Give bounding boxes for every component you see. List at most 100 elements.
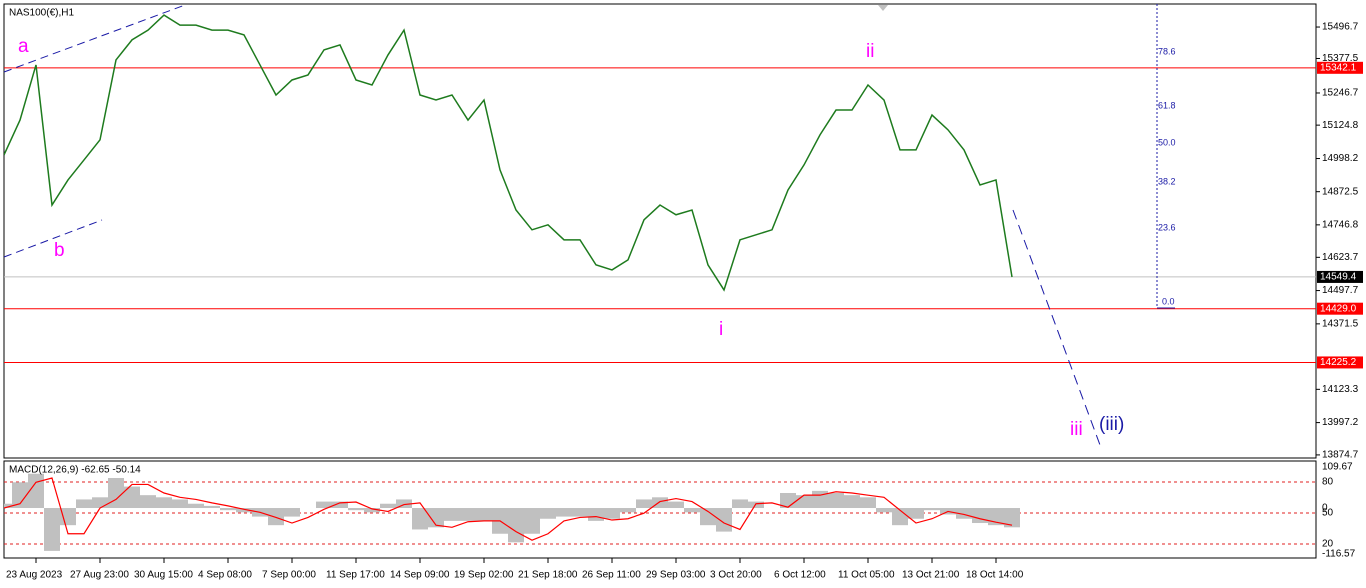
macd-bar: [4, 503, 12, 509]
macd-bar: [92, 497, 108, 509]
level-label-box: [1317, 270, 1363, 283]
macd-bar: [60, 508, 76, 526]
macd-bar: [364, 508, 380, 513]
y-tick-label: 13874.7: [1322, 450, 1359, 461]
macd-bar: [12, 482, 28, 509]
macd-bar: [716, 508, 732, 532]
macd-bar: [572, 508, 588, 517]
x-tick-label: 18 Oct 14:00: [966, 570, 1024, 581]
macd-bar: [1004, 508, 1020, 528]
chart-title: NAS100(€),H1: [9, 8, 74, 19]
macd-bar: [108, 478, 124, 509]
y2-tick-label: 50: [1322, 508, 1334, 519]
macd-bar: [172, 499, 188, 509]
macd-bar: [684, 508, 700, 513]
macd-bar: [508, 508, 524, 543]
fib-label: 23.6: [1158, 222, 1176, 232]
x-tick-label: 4 Sep 08:00: [198, 570, 252, 581]
x-tick-label: 23 Aug 2023: [6, 570, 63, 581]
projection-line: [1012, 209, 1101, 446]
macd-bar: [268, 508, 284, 526]
macd-bar: [636, 499, 652, 509]
macd-bar: [700, 508, 716, 526]
trend-line: [3, 219, 103, 258]
macd-bar: [76, 499, 92, 509]
macd-bar: [124, 486, 140, 509]
macd-bar: [284, 508, 300, 517]
signal-line: [4, 477, 1013, 541]
wave-label: i: [719, 319, 723, 340]
y-tick-label: 15124.8: [1322, 120, 1359, 131]
level-label: 14549.4: [1320, 272, 1357, 283]
price-line: [4, 14, 1013, 292]
fib-label: 38.2: [1158, 176, 1176, 186]
y2-tick-label: 20: [1322, 539, 1334, 550]
macd-bar: [156, 497, 172, 509]
fib-label: 78.6: [1158, 46, 1176, 56]
macd-bar: [796, 495, 812, 509]
x-tick-label: 6 Oct 12:00: [774, 570, 826, 581]
x-tick-label: 21 Sep 18:00: [518, 570, 578, 581]
level-label: 14429.0: [1320, 303, 1357, 314]
y-tick-label: 15377.5: [1322, 53, 1359, 64]
macd-bar: [860, 497, 876, 509]
price-series: [4, 14, 1013, 292]
x-tick-label: 26 Sep 11:00: [582, 570, 641, 581]
wave-label: a: [18, 36, 29, 57]
macd-bar: [924, 508, 940, 511]
wave-label: ii: [866, 41, 874, 62]
y-tick-label: 109.67: [1322, 462, 1353, 473]
level-label-box: [1317, 356, 1363, 369]
macd-bar: [556, 508, 572, 517]
macd-bar: [44, 508, 60, 551]
y-tick-label: 14497.7: [1322, 285, 1359, 296]
y-tick-label: 15246.7: [1322, 88, 1359, 99]
macd-bar: [956, 508, 972, 519]
level-label-box: [1317, 302, 1363, 315]
macd-series: [4, 473, 1020, 551]
macd-bar: [908, 508, 924, 519]
macd-bar: [972, 508, 988, 524]
macd-bar: [844, 495, 860, 509]
macd-bar: [380, 503, 396, 509]
macd-bar: [412, 508, 428, 530]
macd-bar: [892, 508, 908, 526]
macd-bar: [460, 508, 476, 521]
macd-panel: [3, 460, 1317, 559]
y-tick-label: 14872.5: [1322, 186, 1359, 197]
macd-bar: [236, 508, 252, 513]
macd-bar: [732, 499, 748, 509]
macd-bar: [28, 473, 44, 509]
x-tick-label: 27 Aug 23:00: [70, 570, 129, 581]
macd-bar: [316, 501, 332, 509]
shift-marker: [878, 5, 888, 11]
level-label: 15342.1: [1320, 62, 1357, 73]
indicator-title: MACD(12,26,9) -62.65 -50.14: [9, 465, 141, 476]
y-tick-label: 0: [1322, 503, 1328, 514]
macd-bar: [220, 508, 236, 511]
x-tick-label: 29 Sep 03:00: [646, 570, 706, 581]
y-tick-label: 14746.8: [1322, 219, 1359, 230]
x-tick-label: 11 Sep 17:00: [326, 570, 385, 581]
macd-bar: [204, 505, 220, 509]
macd-bar: [604, 508, 620, 519]
wave-label: b: [54, 240, 65, 261]
macd-bar: [476, 508, 492, 521]
y-tick-label: 14123.3: [1322, 384, 1359, 395]
y-tick-label: 13997.2: [1322, 417, 1359, 428]
macd-bar: [140, 495, 156, 509]
y-tick-label: 14998.2: [1322, 153, 1359, 164]
y-tick-label: 14623.7: [1322, 252, 1359, 263]
wave-label: iii: [1070, 419, 1083, 440]
macd-bar: [876, 508, 892, 513]
fib-label: 0.0: [1162, 296, 1175, 306]
x-tick-label: 30 Aug 15:00: [134, 570, 193, 581]
x-tick-label: 7 Sep 00:00: [262, 570, 316, 581]
macd-bar: [524, 508, 540, 534]
macd-bar: [332, 501, 348, 509]
macd-bar: [188, 503, 204, 509]
main-panel: [3, 3, 1317, 459]
wave-label: (iii): [1099, 414, 1124, 435]
